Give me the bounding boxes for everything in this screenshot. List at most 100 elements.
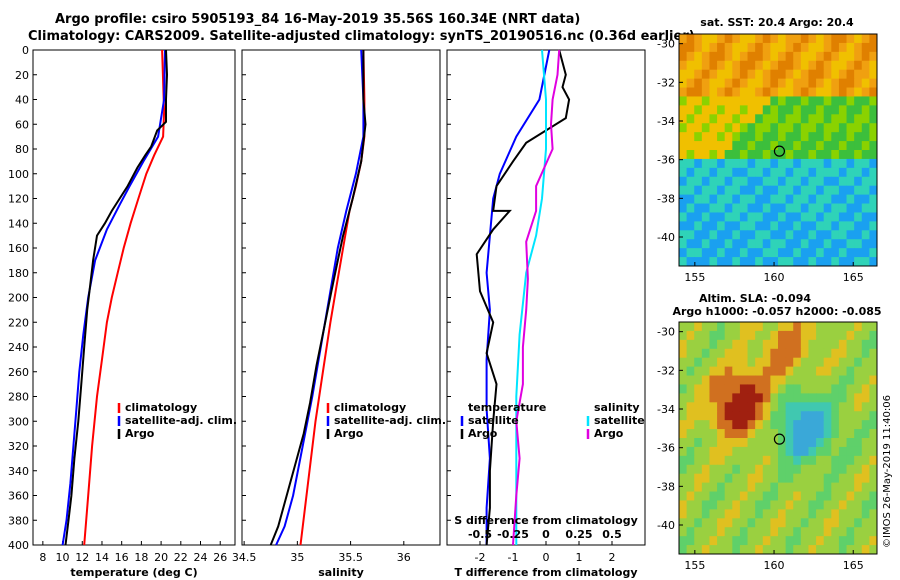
sst-map-cell — [846, 257, 855, 267]
sla-map-cell — [739, 500, 749, 510]
sla-map-cell — [755, 446, 764, 457]
sst-map-cell — [861, 51, 870, 62]
sla-map-cell — [861, 536, 870, 546]
sla-map-cell — [861, 322, 870, 332]
sla-map-image — [679, 322, 878, 555]
sst-map-cell — [679, 141, 688, 151]
sst-map-cell — [800, 114, 809, 124]
sla-map-cell — [823, 330, 832, 341]
sst-map-cell — [831, 150, 840, 160]
sst-map-cell — [869, 141, 878, 151]
sla-map-cell — [785, 438, 794, 448]
sla-map-cell — [808, 527, 817, 537]
sla-map-cell — [732, 536, 741, 546]
sla-map-cell — [709, 375, 718, 385]
sla-map-cell — [732, 438, 741, 448]
sla-map-cell — [808, 509, 817, 519]
sla-map-cell — [846, 438, 855, 448]
sla-map-cell — [800, 455, 809, 466]
sla-map-cell — [709, 491, 718, 501]
sst-map-cell — [724, 78, 733, 89]
sla-map-cell — [823, 393, 832, 403]
sla-map-cell — [762, 464, 771, 475]
sla-map-cell — [709, 500, 718, 510]
sla-map-cell — [694, 545, 703, 555]
sst-map-cell — [793, 123, 802, 133]
sla-map-cell — [701, 357, 710, 368]
sst-map-cell — [717, 96, 726, 106]
sla-map-cell — [861, 455, 870, 466]
sst-map-cell — [861, 194, 870, 205]
sst-map-cell — [816, 78, 825, 89]
series-line-temperature-argo — [475, 49, 571, 546]
sla-map-cell — [762, 527, 771, 537]
sst-map-cell — [846, 114, 855, 124]
series-line-climatology — [83, 49, 166, 546]
sla-map-cell — [679, 366, 688, 377]
sst-map-cell — [732, 248, 741, 258]
sst-map-cell — [816, 60, 825, 71]
sla-map-cell — [854, 429, 863, 439]
sst-map-cell — [709, 185, 718, 196]
sst-map-cell — [869, 203, 878, 213]
sst-map-cell — [739, 132, 749, 142]
sla-map-cell — [816, 491, 825, 501]
sst-map-cell — [869, 176, 878, 187]
sst-map-cell — [732, 203, 741, 213]
map-x-tick-label: 160 — [764, 271, 785, 284]
sst-map-cell — [823, 230, 832, 240]
sla-map-cell — [717, 402, 726, 412]
sla-map-cell — [755, 482, 764, 493]
sla-map-cell — [823, 482, 832, 493]
sla-map-cell — [823, 518, 832, 528]
sla-map-cell — [739, 411, 749, 421]
sla-map-cell — [770, 411, 779, 421]
sst-map-cell — [739, 150, 749, 160]
sst-map-cell — [778, 105, 787, 115]
sla-map-cell — [732, 545, 741, 555]
sst-map-cell — [778, 176, 787, 187]
sla-map-cell — [747, 500, 756, 510]
sla-map-cell — [679, 420, 688, 430]
sst-map-cell — [816, 105, 825, 115]
sst-map-cell — [816, 185, 825, 196]
sla-map-cell — [747, 429, 756, 439]
sla-map-cell — [755, 491, 764, 501]
sst-map-cell — [724, 239, 733, 249]
sst-map-cell — [755, 141, 764, 151]
sla-map-cell — [793, 420, 802, 430]
sst-map-cell — [869, 42, 878, 53]
sst-map-cell — [709, 51, 718, 62]
sst-map-cell — [869, 185, 878, 196]
sst-map-cell — [686, 51, 695, 62]
sst-map-cell — [717, 141, 726, 151]
sla-map-cell — [808, 429, 817, 439]
sst-map-cell — [816, 141, 825, 151]
sla-map-cell — [701, 330, 710, 341]
sla-map-cell — [679, 482, 688, 493]
sst-map-cell — [846, 60, 855, 71]
sst-map-cell — [846, 194, 855, 205]
sst-map-cell — [846, 51, 855, 62]
series-line-satellite-adj-clim- — [275, 49, 365, 546]
sst-map-cell — [679, 239, 688, 249]
sla-map-cell — [724, 393, 733, 403]
sst-map-cell — [800, 34, 809, 44]
sst-map-cell — [869, 194, 878, 205]
sla-map-cell — [854, 473, 863, 484]
sla-map-cell — [747, 402, 756, 412]
sla-map-cell — [770, 420, 779, 430]
sst-map-cell — [679, 34, 688, 44]
sla-map-cell — [816, 420, 825, 430]
sla-map-cell — [679, 357, 688, 368]
plot-frame-temperature — [32, 49, 236, 546]
sst-map-cell — [762, 105, 771, 115]
sst-map-cell — [816, 114, 825, 124]
sst-map-cell — [808, 114, 817, 124]
sla-map-cell — [854, 357, 863, 368]
sla-map-cell — [762, 509, 771, 519]
sst-map-cell — [808, 176, 817, 187]
sst-map-frame — [678, 33, 878, 267]
sla-map-cell — [755, 429, 764, 439]
sst-map-cell — [686, 150, 695, 160]
